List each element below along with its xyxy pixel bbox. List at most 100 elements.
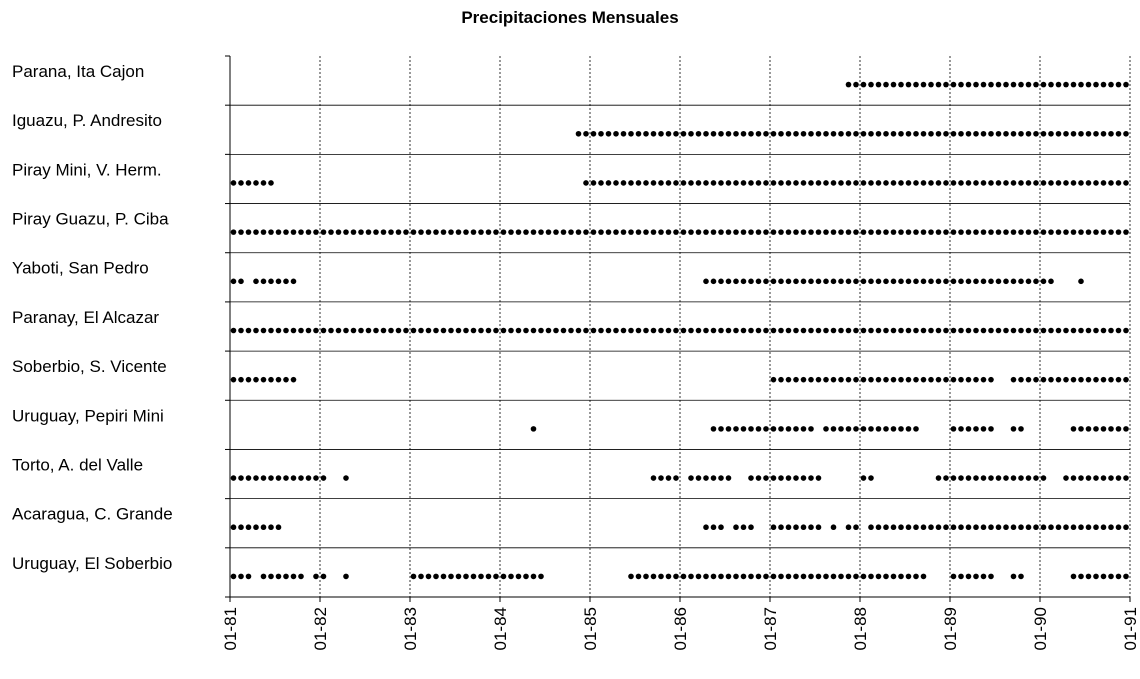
data-point	[635, 327, 642, 334]
data-point	[260, 475, 267, 481]
data-point	[748, 475, 754, 481]
data-point	[1003, 180, 1009, 186]
data-point	[658, 130, 664, 137]
data-point	[950, 426, 957, 432]
data-point	[268, 573, 274, 580]
data-point	[1010, 475, 1017, 481]
x-tick-label: 01-87	[761, 607, 780, 650]
data-point	[583, 229, 589, 235]
data-point	[823, 130, 829, 137]
data-point	[883, 229, 889, 235]
row-separators	[230, 104, 1130, 549]
data-point	[1048, 327, 1054, 334]
data-point	[508, 573, 514, 580]
data-point	[988, 229, 994, 235]
data-point	[725, 130, 732, 137]
data-point	[838, 426, 844, 432]
data-point	[1018, 573, 1024, 580]
data-point	[958, 278, 964, 285]
data-point	[943, 327, 949, 334]
data-point	[1108, 327, 1114, 334]
data-point	[448, 573, 454, 580]
data-point	[245, 180, 252, 186]
data-point	[1033, 180, 1039, 186]
data-point	[1078, 524, 1084, 531]
data-point	[755, 327, 762, 334]
data-point	[763, 130, 769, 137]
data-point	[980, 573, 987, 580]
data-point	[433, 573, 439, 580]
data-point	[680, 130, 687, 137]
data-point	[1063, 180, 1069, 186]
data-point	[898, 130, 904, 137]
x-tick-label: 01-91	[1121, 607, 1140, 650]
data-point	[920, 229, 927, 235]
data-point	[950, 130, 957, 137]
data-point	[1108, 573, 1114, 580]
grid-layer	[319, 56, 1131, 597]
data-point	[890, 130, 897, 137]
data-point	[380, 327, 387, 334]
data-point	[965, 475, 972, 481]
data-point	[853, 229, 859, 235]
data-point	[958, 130, 964, 137]
data-point	[515, 229, 522, 235]
data-point	[853, 180, 859, 186]
data-point	[740, 573, 747, 580]
data-point	[763, 327, 769, 334]
data-point	[935, 229, 942, 235]
data-point	[733, 229, 739, 235]
data-point	[1070, 81, 1077, 88]
data-point	[433, 229, 439, 235]
data-point	[500, 573, 507, 580]
data-point	[935, 376, 942, 383]
data-point	[605, 229, 612, 235]
data-point	[838, 278, 844, 285]
data-point	[943, 229, 949, 235]
data-point	[808, 426, 814, 432]
data-point	[1048, 81, 1054, 88]
data-point	[770, 229, 777, 235]
data-point	[1085, 524, 1092, 531]
data-point	[590, 229, 597, 235]
data-point	[1070, 130, 1077, 137]
data-point	[710, 180, 717, 186]
data-point	[260, 327, 267, 334]
data-point	[1048, 376, 1054, 383]
data-point	[785, 327, 792, 334]
data-point	[875, 81, 882, 88]
data-point	[395, 327, 402, 334]
data-point	[1055, 376, 1062, 383]
data-point	[1123, 327, 1129, 334]
data-points	[230, 81, 1129, 580]
data-point	[388, 327, 394, 334]
data-point	[808, 524, 814, 531]
data-point	[830, 327, 837, 334]
data-point	[230, 180, 237, 186]
data-point	[1070, 426, 1077, 432]
data-point	[1063, 229, 1069, 235]
data-point	[718, 327, 724, 334]
data-point	[1108, 229, 1114, 235]
data-point	[883, 278, 889, 285]
data-point	[748, 426, 754, 432]
data-point	[598, 327, 604, 334]
data-point	[725, 426, 732, 432]
data-point	[853, 130, 859, 137]
data-point	[658, 180, 664, 186]
data-point	[898, 376, 904, 383]
data-point	[950, 376, 957, 383]
data-point	[298, 573, 304, 580]
data-point	[890, 426, 897, 432]
data-point	[1100, 81, 1107, 88]
data-point	[853, 426, 859, 432]
data-point	[920, 376, 927, 383]
data-point	[478, 229, 484, 235]
data-point	[973, 524, 979, 531]
data-point	[455, 229, 462, 235]
data-point	[988, 278, 994, 285]
data-point	[530, 327, 537, 334]
data-point	[515, 327, 522, 334]
data-point	[958, 475, 964, 481]
